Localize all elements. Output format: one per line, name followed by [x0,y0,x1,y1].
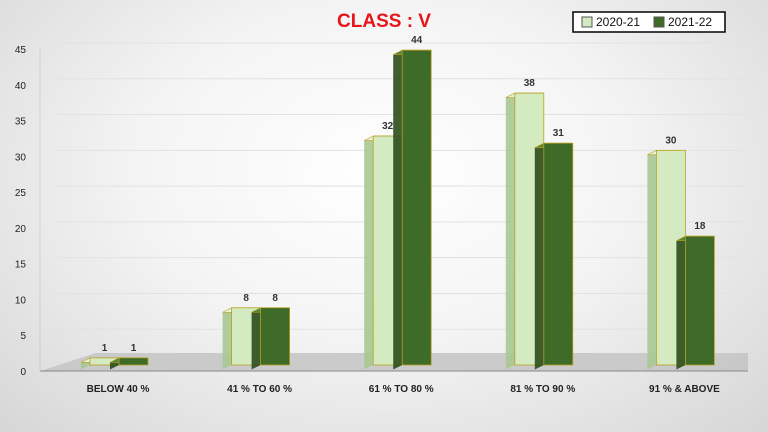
y-tick-label: 45 [15,45,27,56]
bar-41-to-60-2021-22 [251,307,291,370]
legend-swatch-2020-21 [581,16,593,28]
bar-side [505,93,515,370]
bar-91-above-2021-22 [676,235,715,370]
legend-label-2020-21: 2020-21 [596,15,640,29]
data-label-81-to-90-2021-22: 31 [553,128,565,139]
data-label-41-to-60-2021-22: 8 [272,293,278,304]
legend-box [572,11,726,33]
bar-front [401,49,432,366]
y-tick-label: 25 [15,188,27,199]
legend-label-2021-22: 2021-22 [668,15,712,29]
y-tick-label: 40 [15,81,27,92]
bar-side [534,143,544,370]
bar-front [685,235,715,366]
bar-61-to-80-2021-22 [393,49,432,370]
bar-below-40-2021-22 [109,357,149,370]
bar-81-to-90-2021-22 [534,142,574,370]
y-tick-label: 15 [15,260,27,271]
axes: 0 5 10 15 20 25 30 35 40 45 BELOW 40 % 41 % TO 60 %… [15,45,748,395]
x-tick-label-91-above: 91 % & ABOVE [649,384,720,395]
data-label-61-to-80-2020-21: 32 [382,121,394,132]
data-label-91-above-2020-21: 30 [665,135,677,146]
bar-side [222,307,232,370]
legend: 2020-21 2021-22 [572,11,726,33]
bar-side [393,50,403,370]
data-label-below-40-2021-22: 1 [131,343,137,354]
data-label-41-to-60-2020-21: 8 [243,293,249,304]
bars [80,49,715,370]
x-tick-label-below-40: BELOW 40 % [87,384,150,395]
bar-side [364,136,374,370]
bar-side [251,307,261,370]
bar-91-above-2020-21 [647,149,686,370]
data-label-81-to-90-2020-21: 38 [524,78,536,89]
y-tick-label: 10 [15,295,27,306]
x-tick-label-61-to-80: 61 % TO 80 % [369,384,434,395]
x-tick-label-81-to-90: 81 % TO 90 % [510,384,575,395]
data-label-below-40-2020-21: 1 [102,343,108,354]
chart-title: CLASS : V [337,11,431,32]
y-tick-label: 5 [20,331,26,342]
data-label-61-to-80-2021-22: 44 [411,35,423,46]
bar-side [676,236,686,370]
y-tick-label: 30 [15,152,27,163]
y-tick-label: 20 [15,224,27,235]
bar-front [543,142,574,366]
y-tick-label: 0 [20,367,26,378]
legend-swatch-2021-22 [653,16,665,28]
y-tick-label: 35 [15,117,27,128]
x-tick-label-41-to-60: 41 % TO 60 % [227,384,292,395]
bar-front [260,307,291,366]
data-label-91-above-2021-22: 18 [694,221,706,232]
bar-side [647,150,657,370]
bar-front [118,357,149,366]
